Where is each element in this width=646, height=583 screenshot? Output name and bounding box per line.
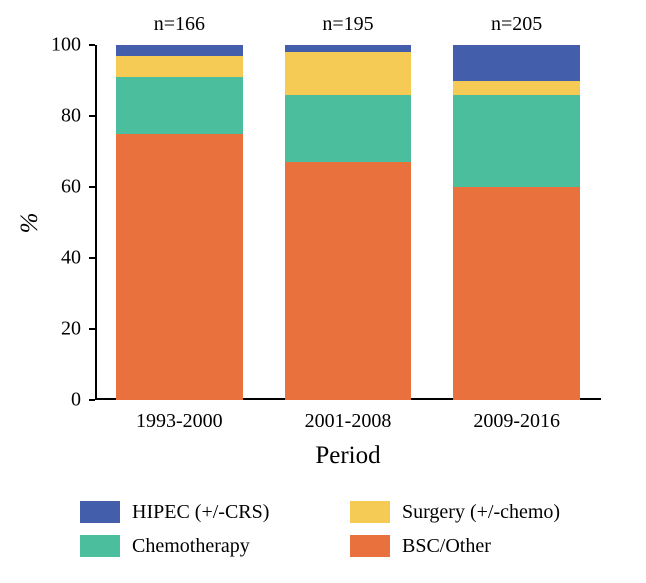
- bar-group: [453, 45, 580, 400]
- bar-segment-hipec: [453, 45, 580, 81]
- legend-label: HIPEC (+/-CRS): [132, 501, 269, 524]
- y-tick: [89, 399, 95, 401]
- legend-swatch: [350, 535, 390, 557]
- y-tick-label: 40: [0, 247, 81, 270]
- y-axis-title: %: [16, 212, 44, 233]
- y-tick-label: 60: [0, 176, 81, 199]
- legend-item-hipec: HIPEC (+/-CRS): [80, 495, 350, 529]
- x-tick-label: 1993-2000: [136, 410, 223, 433]
- legend-item-bsc: BSC/Other: [350, 529, 620, 563]
- y-tick: [89, 115, 95, 117]
- bar-segment-bsc: [116, 134, 243, 400]
- x-axis-title: Period: [315, 442, 380, 470]
- legend-label: Chemotherapy: [132, 535, 250, 558]
- legend-label: Surgery (+/-chemo): [402, 501, 560, 524]
- y-tick-label: 0: [0, 389, 81, 412]
- bar-segment-bsc: [285, 162, 412, 400]
- bar-segment-surgery: [285, 52, 412, 95]
- bar-segment-hipec: [285, 45, 412, 52]
- y-tick: [89, 44, 95, 46]
- top-count-label: n=205: [491, 13, 542, 36]
- legend-swatch: [350, 501, 390, 523]
- y-tick-label: 20: [0, 318, 81, 341]
- bar-segment-bsc: [453, 187, 580, 400]
- y-tick-label: 80: [0, 105, 81, 128]
- top-count-label: n=166: [154, 13, 205, 36]
- x-tick-label: 2009-2016: [473, 410, 560, 433]
- bar-segment-surgery: [116, 56, 243, 77]
- bar-segment-chemo: [285, 95, 412, 162]
- legend: HIPEC (+/-CRS) Surgery (+/-chemo) Chemothe…: [80, 495, 620, 563]
- legend-swatch: [80, 535, 120, 557]
- bar-group: [116, 45, 243, 400]
- bar-segment-chemo: [453, 95, 580, 187]
- bar-segment-hipec: [116, 45, 243, 56]
- y-tick: [89, 186, 95, 188]
- chart-container: 0 20 40 60 80 100 1993-2000 2001-2008 2009-2016…: [0, 0, 646, 583]
- bar-group: [285, 45, 412, 400]
- legend-item-chemo: Chemotherapy: [80, 529, 350, 563]
- top-count-label: n=195: [322, 13, 373, 36]
- legend-label: BSC/Other: [402, 535, 491, 558]
- legend-swatch: [80, 501, 120, 523]
- y-tick: [89, 328, 95, 330]
- bar-segment-surgery: [453, 81, 580, 95]
- y-tick-label: 100: [0, 34, 81, 57]
- x-tick-label: 2001-2008: [305, 410, 392, 433]
- bar-segment-chemo: [116, 77, 243, 134]
- legend-item-surgery: Surgery (+/-chemo): [350, 495, 620, 529]
- y-tick: [89, 257, 95, 259]
